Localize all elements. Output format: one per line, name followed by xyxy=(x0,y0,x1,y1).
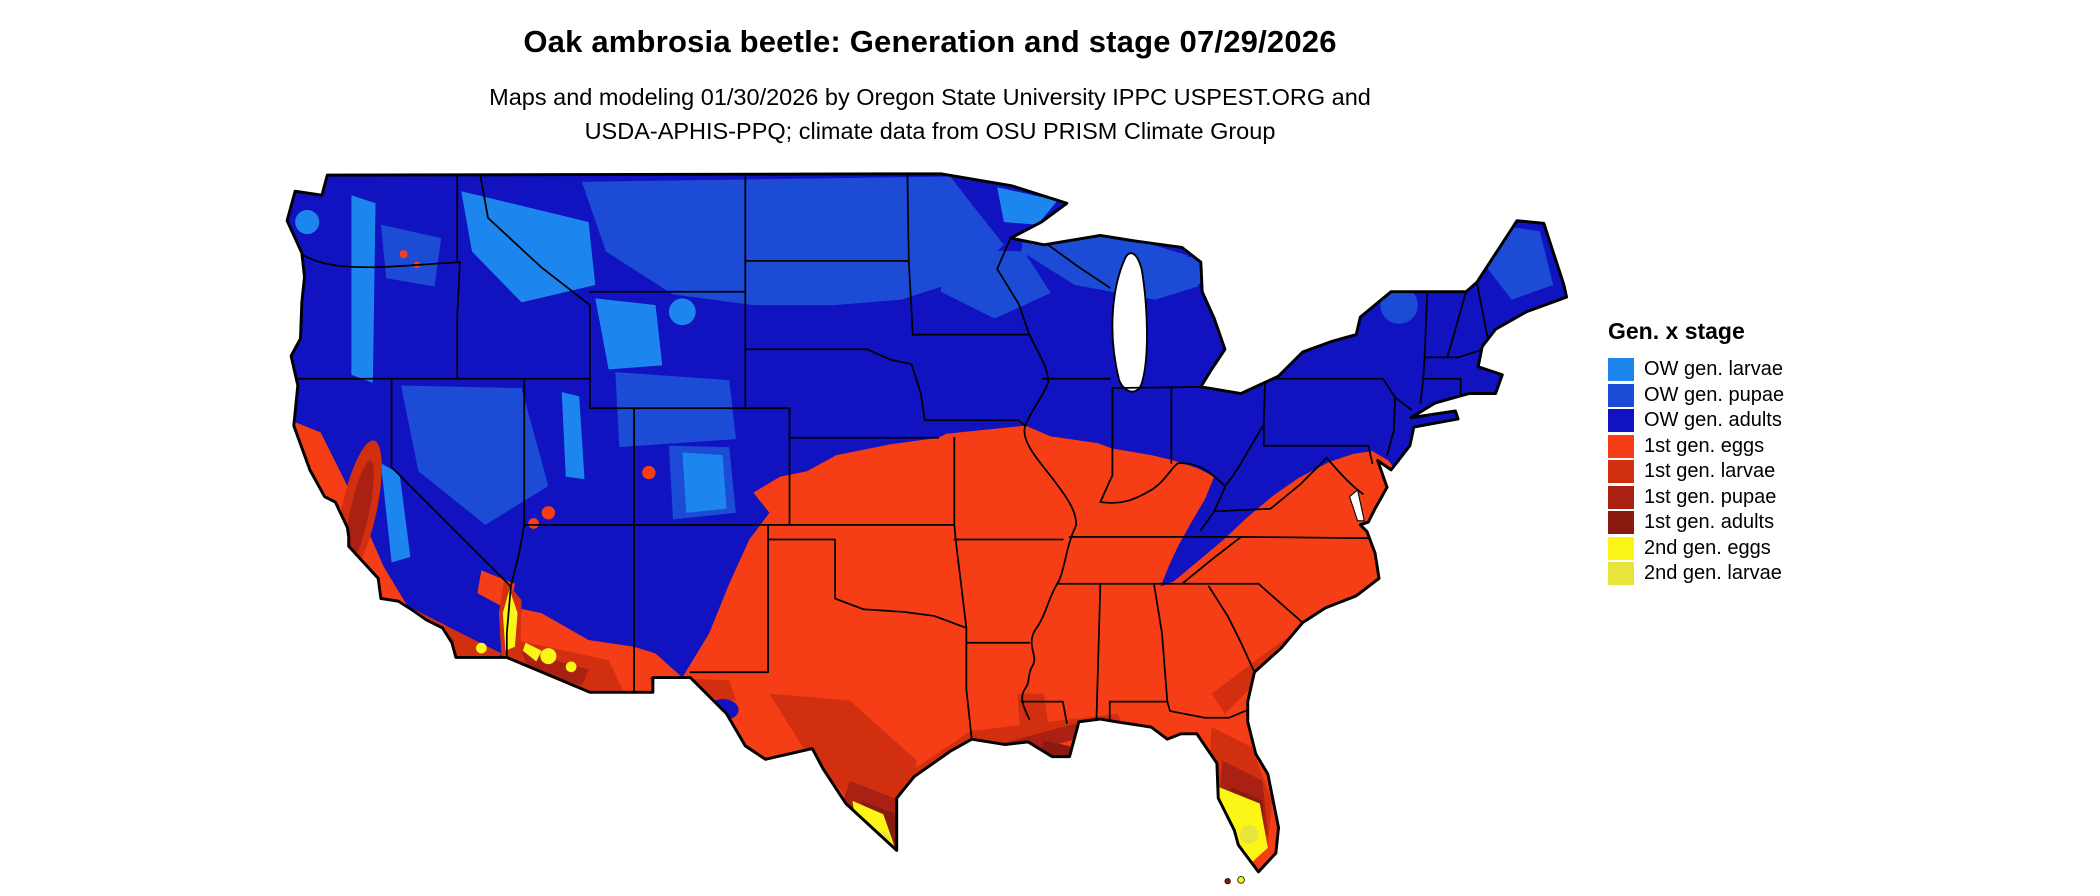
map-region xyxy=(295,209,320,235)
map-region xyxy=(997,187,1058,225)
map-region xyxy=(1380,286,1418,324)
map-region xyxy=(1216,787,1268,863)
page-title: Oak ambrosia beetle: Generation and stag… xyxy=(523,24,1337,59)
map-region xyxy=(400,385,549,525)
map-region xyxy=(595,298,663,370)
map-layer-ow-pupae xyxy=(380,176,1554,525)
legend: Gen. x stage OW gen. larvae OW gen. pupae… xyxy=(1608,318,1908,587)
map-region xyxy=(581,176,1004,306)
subtitle-line-2: USDA-APHIS-PPQ; climate data from OSU PR… xyxy=(584,118,1276,144)
map-region xyxy=(345,460,374,566)
map-region xyxy=(540,648,557,665)
map-layer-gen2-larvae xyxy=(876,824,1259,846)
map-region xyxy=(410,623,442,649)
legend-item: 1st gen. adults xyxy=(1608,510,1908,536)
map-region xyxy=(1176,256,1207,287)
legend-swatch xyxy=(1608,511,1634,535)
legend-swatch xyxy=(1608,485,1634,509)
legend-swatch xyxy=(1608,409,1634,433)
legend-items: OW gen. larvae OW gen. pupae OW gen. adult… xyxy=(1608,357,1908,587)
us-phenology-map xyxy=(267,164,1580,891)
florida-keys-speck xyxy=(1224,878,1231,885)
legend-item-label: 1st gen. eggs xyxy=(1644,434,1765,457)
map-region xyxy=(561,392,585,480)
legend-item: 2nd gen. eggs xyxy=(1608,536,1908,562)
lake-michigan xyxy=(1111,252,1148,393)
map-region xyxy=(528,518,539,529)
map-region xyxy=(380,224,442,287)
map-layer-ow-larvae xyxy=(295,187,1058,563)
legend-item: 2nd gen. larvae xyxy=(1608,561,1908,587)
legend-swatch xyxy=(1608,434,1634,458)
legend-item: 1st gen. pupae xyxy=(1608,485,1908,511)
us-outline xyxy=(285,172,1569,874)
map-region xyxy=(541,506,556,520)
map-region xyxy=(399,250,408,259)
legend-item-label: OW gen. larvae xyxy=(1644,358,1783,381)
legend-item-label: 2nd gen. eggs xyxy=(1644,536,1771,559)
us-map-svg xyxy=(285,172,1569,885)
legend-swatch xyxy=(1608,536,1634,560)
map-region xyxy=(461,191,596,303)
map-region xyxy=(940,248,1051,319)
map-region xyxy=(522,642,542,662)
map-region xyxy=(682,452,727,513)
map-layers xyxy=(287,173,1567,872)
legend-item: OW gen. pupae xyxy=(1608,383,1908,409)
legend-title: Gen. x stage xyxy=(1608,318,1745,344)
legend-item-label: 1st gen. adults xyxy=(1644,511,1775,534)
state-borders xyxy=(296,173,1489,741)
legend-item-label: 1st gen. pupae xyxy=(1644,485,1777,508)
map-region xyxy=(615,372,736,448)
chesapeake-bay xyxy=(1348,489,1365,522)
map-region xyxy=(668,298,696,326)
map-region xyxy=(476,642,487,654)
legend-item-label: OW gen. pupae xyxy=(1644,383,1785,406)
legend-swatch xyxy=(1608,562,1634,586)
legend-item: OW gen. adults xyxy=(1608,408,1908,434)
legend-item-label: 1st gen. larvae xyxy=(1644,460,1776,483)
map-region xyxy=(380,463,411,563)
map-region xyxy=(642,465,656,480)
legend-swatch xyxy=(1608,358,1634,382)
legend-item: 1st gen. eggs xyxy=(1608,434,1908,460)
map-region xyxy=(1021,231,1199,300)
legend-item-label: 2nd gen. larvae xyxy=(1644,562,1782,585)
map-region xyxy=(565,661,577,673)
legend-item-label: OW gen. adults xyxy=(1644,409,1782,432)
subtitle-line-1: Maps and modeling 01/30/2026 by Oregon S… xyxy=(489,84,1371,110)
florida-keys-speck xyxy=(1237,876,1245,884)
map-region xyxy=(351,195,376,383)
legend-item: 1st gen. larvae xyxy=(1608,459,1908,485)
page-subtitle: Maps and modeling 01/30/2026 by Oregon S… xyxy=(0,80,1860,148)
map-region xyxy=(521,650,589,686)
legend-swatch xyxy=(1608,383,1634,407)
map-region xyxy=(1239,824,1259,844)
legend-swatch xyxy=(1608,460,1634,484)
map-region xyxy=(287,418,509,687)
legend-item: OW gen. larvae xyxy=(1608,357,1908,383)
